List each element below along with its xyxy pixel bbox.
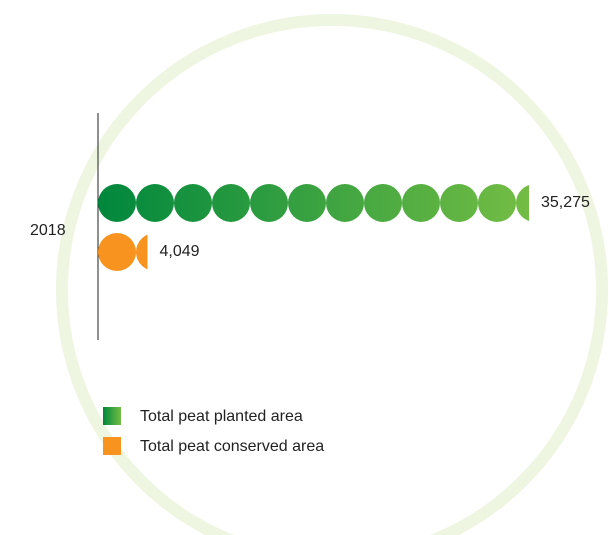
bar-icon [174,184,212,222]
background-ring [56,14,608,535]
legend-label: Total peat planted area [140,408,303,425]
bar-icon [402,184,440,222]
bar-icon [250,184,288,222]
bar-icon [478,184,516,222]
category-label: 2018 [30,222,66,239]
bar-icon [136,234,148,270]
legend-label: Total peat conserved area [140,438,324,455]
value-label: 4,049 [159,243,199,260]
bar-icon [326,184,364,222]
value-label: 35,275 [541,194,590,211]
bar-icon [516,184,529,222]
bar [98,233,148,271]
legend-swatch [103,437,121,455]
bar-icon [440,184,478,222]
bar-icon [98,184,136,222]
legend-swatch [103,407,121,425]
bar-icon [212,184,250,222]
bar-icon [288,184,326,222]
bar-icon [364,184,402,222]
bar-icon [136,184,174,222]
bar [98,184,529,222]
bar-icon [98,233,136,271]
